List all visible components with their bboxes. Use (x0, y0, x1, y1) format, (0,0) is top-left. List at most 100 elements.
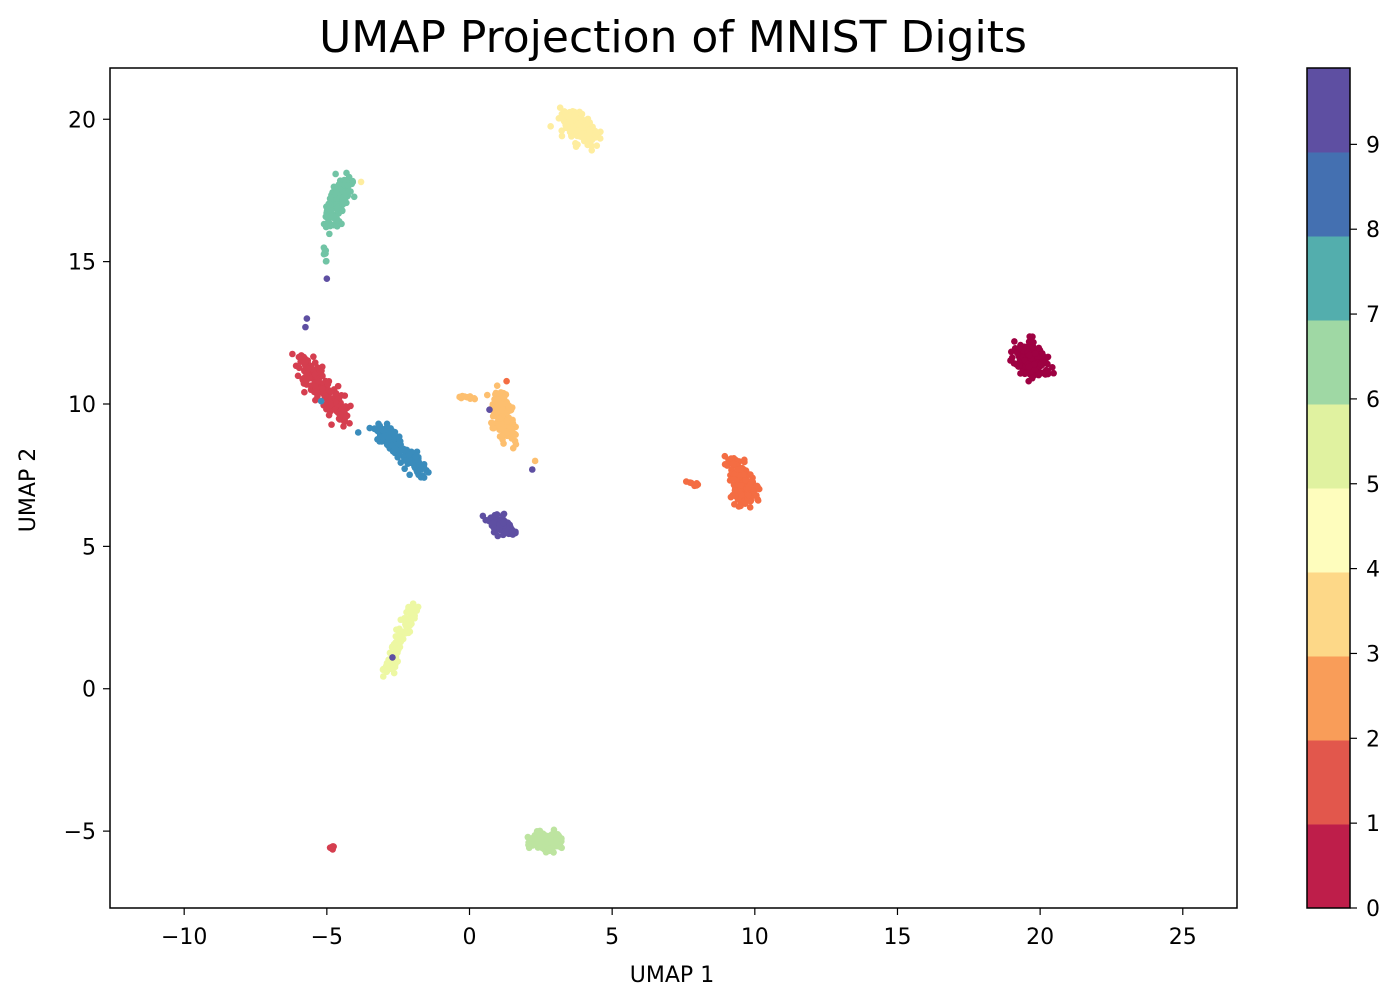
point-digit-4 (556, 104, 564, 112)
point-digit-4 (593, 129, 601, 136)
point-digit-4 (586, 126, 594, 133)
point-digit-8 (383, 420, 391, 428)
colorbar-band-6 (1307, 320, 1350, 405)
point-digit-7 (326, 230, 333, 238)
chart-title: UMAP Projection of MNIST Digits (319, 12, 1027, 63)
colorbar-band-5 (1307, 404, 1350, 489)
point-digit-4 (578, 110, 586, 118)
point-digit-5 (384, 666, 392, 673)
y-axis: −5 0 5 10 15 20 (64, 108, 110, 845)
point-digit-3 (506, 407, 514, 414)
point-digit-0 (1030, 361, 1038, 368)
x-tick-label: 10 (741, 925, 769, 950)
point-digit-4 (571, 111, 579, 118)
point-digit-4 (593, 142, 601, 149)
point-digit-8 (401, 465, 408, 473)
point-digit-4 (578, 130, 585, 138)
point-digit-3 (498, 425, 506, 433)
point-digit-5 (394, 649, 401, 656)
point-digit-2 (687, 479, 695, 487)
point-digit-8 (366, 424, 374, 432)
point-digit-0 (1017, 370, 1024, 377)
x-tick-label: 15 (883, 925, 911, 950)
point-digit-1 (318, 385, 326, 393)
point-digit-8 (406, 471, 413, 479)
x-tick-label: 5 (605, 925, 619, 950)
point-digit-3 (511, 437, 519, 445)
point-digit-1 (327, 388, 335, 396)
point-digit-7 (333, 189, 340, 196)
colorbar-band-7 (1307, 236, 1350, 321)
point-digit-1 (322, 392, 329, 400)
point-digit-0 (1050, 369, 1057, 377)
point-digit-8 (317, 397, 325, 405)
point-digit-3 (494, 395, 501, 403)
point-digit-3 (466, 395, 474, 402)
point-digit-1 (319, 372, 326, 380)
colorbar-tick-label: 5 (1366, 473, 1380, 498)
point-digit-1 (338, 392, 345, 399)
x-axis: −10 −5 0 5 10 15 20 25 (161, 908, 1197, 950)
point-digit-5 (394, 632, 401, 640)
point-digit-2 (754, 497, 762, 504)
point-digit-2 (503, 377, 510, 385)
point-digit-8 (374, 436, 381, 443)
colorbar-band-9 (1307, 68, 1350, 153)
point-digit-0 (1011, 338, 1018, 345)
point-digit-6 (544, 832, 552, 840)
colorbar-band-4 (1307, 488, 1350, 573)
point-digit-1 (327, 401, 334, 409)
point-digit-5 (399, 634, 406, 642)
point-digit-4 (588, 142, 595, 150)
colorbar-band-2 (1307, 656, 1350, 741)
point-digit-9 (500, 510, 508, 518)
point-digit-8 (413, 448, 421, 456)
point-digit-0 (1026, 333, 1033, 340)
point-digit-6 (533, 836, 541, 843)
point-digit-7 (326, 195, 334, 202)
point-digit-2 (747, 481, 754, 488)
point-digit-3 (483, 391, 491, 399)
point-digit-1 (346, 420, 353, 427)
point-digit-4 (572, 143, 580, 150)
point-digit-4 (569, 123, 577, 130)
point-digit-9 (486, 406, 493, 413)
point-digit-3 (509, 444, 517, 452)
point-digit-1 (314, 364, 321, 371)
point-digit-3 (490, 424, 497, 432)
point-digit-1 (311, 370, 319, 378)
point-digit-8 (385, 434, 392, 442)
point-digit-0 (1049, 364, 1056, 371)
point-digit-7 (333, 204, 341, 212)
point-digit-9 (494, 532, 502, 540)
colorbar-band-3 (1307, 572, 1350, 657)
point-digit-1 (292, 362, 300, 370)
plot-frame (109, 67, 1238, 909)
point-digit-1 (347, 402, 354, 410)
point-digit-5 (409, 603, 416, 611)
point-digit-1 (332, 398, 339, 406)
x-tick-label: −10 (161, 925, 207, 950)
point-digit-2 (737, 482, 745, 489)
colorbar: 0 1 2 3 4 5 6 7 8 9 (1306, 67, 1380, 922)
point-digit-2 (745, 496, 753, 504)
point-digit-8 (354, 429, 362, 436)
point-digit-1 (303, 370, 310, 377)
point-digit-9 (323, 275, 331, 283)
point-digit-7 (350, 193, 358, 201)
point-digit-5 (390, 640, 398, 648)
point-digit-3 (500, 440, 507, 447)
point-digit-9 (528, 466, 536, 473)
point-digit-6 (524, 833, 532, 841)
point-digit-3 (531, 457, 539, 465)
point-digit-0 (1025, 363, 1033, 371)
point-digit-7 (340, 199, 348, 207)
point-digit-2 (742, 476, 749, 484)
point-digit-8 (412, 453, 420, 461)
point-digit-8 (397, 459, 405, 466)
point-digit-2 (721, 452, 729, 460)
point-digit-2 (739, 471, 747, 479)
point-digit-3 (495, 415, 503, 422)
point-digit-8 (414, 468, 421, 476)
y-axis-label: UMAP 2 (16, 448, 41, 532)
